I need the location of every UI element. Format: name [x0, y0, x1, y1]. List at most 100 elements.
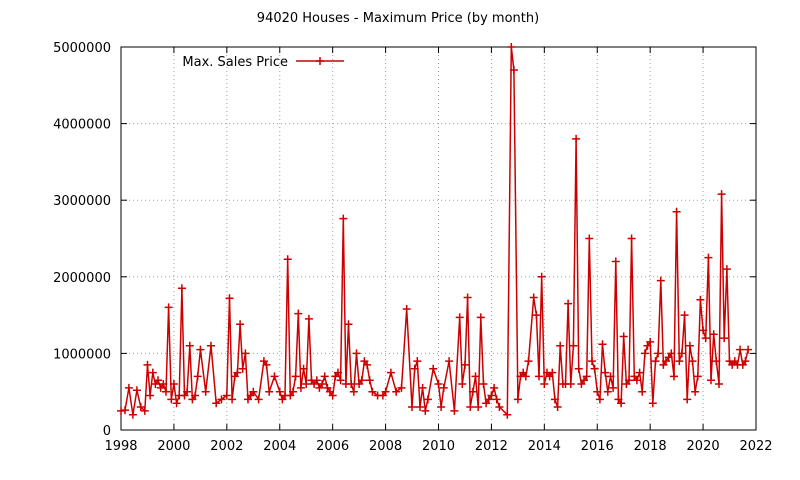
data-point: [312, 376, 321, 385]
data-point: [569, 341, 578, 350]
data-point: [672, 207, 681, 216]
data-point: [386, 368, 395, 377]
data-point: [347, 380, 356, 388]
data-point: [318, 380, 327, 388]
data-point: [532, 311, 541, 320]
data-point: [162, 387, 170, 396]
data-point: [529, 293, 538, 302]
data-point: [611, 257, 620, 266]
data-point: [275, 387, 284, 396]
data-point: [625, 376, 633, 385]
x-tick-label: 2016: [581, 439, 614, 454]
data-point: [553, 403, 562, 411]
data-point: [167, 395, 176, 404]
data-point: [265, 387, 274, 396]
data-point: [132, 386, 141, 395]
legend: Max. Sales Price: [182, 55, 344, 70]
x-tick-label: 2012: [475, 439, 508, 454]
data-point: [603, 387, 612, 396]
data-point: [479, 380, 488, 388]
data-point: [572, 134, 581, 143]
data-point: [392, 387, 401, 396]
x-tick-labels: 1998 2000 2002 2004 2006 2008 2010 2012 2014 2016…: [104, 439, 772, 454]
data-point: [627, 234, 636, 243]
data-point: [632, 376, 641, 385]
data-point: [466, 403, 475, 411]
data-point: [598, 340, 607, 349]
series-max-sales-price: [117, 43, 753, 419]
data-point: [744, 345, 753, 354]
data-point: [222, 391, 231, 400]
data-point: [148, 368, 157, 377]
data-point: [648, 399, 657, 408]
data-point: [537, 272, 546, 281]
data-point: [691, 387, 700, 396]
x-tick-label: 2018: [634, 439, 667, 454]
chart-title: 94020 Houses - Maximum Price (by month): [257, 11, 539, 26]
data-point: [368, 387, 377, 396]
data-point: [408, 403, 416, 411]
data-point: [707, 376, 715, 385]
data-point: [172, 399, 181, 408]
data-point: [423, 395, 432, 404]
data-point: [699, 326, 708, 335]
data-point: [638, 387, 647, 396]
data-point: [236, 320, 245, 329]
data-point: [619, 332, 628, 341]
data-point: [601, 368, 610, 377]
data-point: [294, 309, 303, 318]
data-point: [183, 387, 192, 396]
data-point: [675, 357, 684, 366]
data-point: [283, 255, 292, 264]
data-point: [413, 357, 422, 366]
data-point: [574, 364, 583, 373]
data-point: [439, 383, 448, 392]
data-point: [429, 364, 438, 373]
data-point: [696, 295, 705, 304]
data-point: [217, 395, 226, 404]
data-point: [540, 380, 549, 388]
data-point: [535, 372, 543, 381]
data-point: [656, 276, 665, 285]
y-tick-label: 3000000: [53, 194, 111, 209]
plot-frame: [120, 46, 757, 431]
data-point: [357, 376, 366, 385]
data-point: [450, 406, 459, 415]
y-tick-labels: 0 1000000 2000000 3000000 4000000 5000000: [53, 41, 111, 439]
data-point: [410, 364, 419, 373]
data-point: [595, 395, 604, 404]
data-point: [128, 410, 137, 419]
data-point: [304, 314, 313, 323]
data-point: [503, 410, 512, 419]
data-point: [143, 360, 152, 369]
x-tick-label: 1998: [104, 439, 137, 454]
data-point: [640, 349, 649, 358]
data-point: [455, 313, 464, 322]
data-point: [185, 341, 194, 350]
data-point: [654, 349, 663, 358]
data-point: [709, 330, 718, 339]
data-point: [121, 406, 129, 415]
data-point: [507, 43, 516, 51]
data-point: [564, 299, 573, 308]
x-tick-label: 2022: [739, 439, 772, 454]
data-point: [154, 376, 162, 385]
data-point: [445, 357, 454, 366]
data-point: [302, 380, 311, 388]
data-point: [117, 406, 125, 415]
data-point: [225, 294, 234, 303]
data-point: [164, 303, 173, 312]
x-tick-label: 2020: [687, 439, 720, 454]
data-point: [291, 372, 300, 381]
data-point: [509, 66, 518, 74]
y-tick-label: 5000000: [53, 41, 111, 56]
data-point: [688, 357, 697, 366]
data-point: [177, 284, 186, 293]
data-point: [397, 383, 406, 392]
data-point: [588, 357, 596, 366]
data-point: [717, 190, 726, 199]
data-point: [741, 357, 750, 366]
data-point: [249, 387, 258, 396]
data-point: [233, 368, 242, 377]
